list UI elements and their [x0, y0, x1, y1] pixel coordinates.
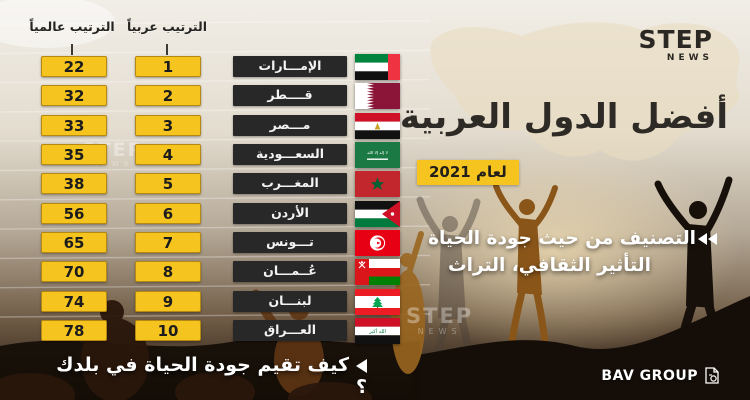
step-logo-text: STEP [638, 25, 713, 54]
table-row: 78 10 العـــراق الله أكبر [0, 317, 412, 349]
flag-uae-icon [355, 54, 400, 80]
flag-morocco-icon [355, 171, 400, 198]
country-name: تـــونس [233, 231, 347, 253]
global-rank-value: 70 [41, 261, 107, 283]
flag-saudi-icon: لا إله إلا الله [355, 141, 400, 168]
arab-rank-value: 10 [135, 319, 201, 341]
arab-rank-value: 2 [135, 85, 201, 107]
header-tick-global [71, 44, 73, 55]
column-header-arab-rank: الترتيب عربياً [126, 19, 208, 34]
column-header-global-rank: الترتيب عالمياً [29, 19, 115, 34]
country-name: الإمـــارات [233, 56, 347, 77]
global-rank-value: 78 [41, 319, 107, 341]
arab-rank-value: 9 [135, 290, 201, 312]
table-row: 33 3 مـــصر [0, 112, 412, 144]
flag-tunisia-icon [355, 229, 400, 256]
global-rank-value: 56 [41, 202, 107, 224]
arab-rank-value: 8 [135, 261, 201, 283]
arab-world-map-silhouette [430, 22, 740, 161]
flag-egypt-icon [355, 112, 400, 139]
step-news-logo: STEP NEWS [639, 27, 713, 63]
bav-group-logo: BAV GROUP [601, 367, 719, 384]
page-title: أفضل الدول العربية [399, 97, 729, 137]
table-row: 32 2 قــــطر [0, 83, 412, 114]
news-logo-text: NEWS [666, 53, 713, 63]
table-row: 56 6 الأردن [0, 200, 412, 232]
triangle-left-icon [356, 359, 367, 373]
arab-rank-value: 4 [135, 143, 201, 165]
arab-rank-value: 6 [135, 202, 201, 224]
subtitle-line-1: التصنيف من حيث جودة الحياة [382, 225, 717, 252]
table-row: 35 4 السعـــودية لا إله إلا الله [0, 141, 412, 173]
arab-rank-value: 1 [135, 56, 201, 77]
row-separator-lines [0, 20, 431, 318]
country-name: لبنـــان [233, 290, 347, 312]
mountain-silhouette [412, 296, 750, 400]
global-rank-value: 65 [41, 231, 107, 253]
global-rank-value: 32 [41, 85, 107, 107]
country-name: السعـــودية [233, 143, 347, 165]
table-row: 65 7 تـــونس [0, 229, 412, 261]
flag-jordan-icon [355, 200, 400, 227]
rewind-icon [698, 233, 717, 245]
arab-rank-value: 3 [135, 114, 201, 136]
year-badge: لعام 2021 [417, 160, 519, 185]
country-name: المغـــرب [233, 173, 347, 195]
document-icon [705, 367, 719, 384]
flag-oman-icon [355, 259, 400, 286]
arab-rank-value: 5 [135, 173, 201, 195]
global-rank-value: 33 [41, 114, 107, 136]
crowd-silhouettes [0, 231, 425, 400]
flag-lebanon-icon [355, 288, 400, 315]
subtitle-block: التصنيف من حيث جودة الحياة التأثير الثقا… [382, 225, 717, 279]
table-row: 70 8 عُــمـــان [0, 259, 412, 290]
global-rank-value: 35 [41, 143, 107, 165]
country-name: مـــصر [233, 114, 347, 136]
subtitle-line-2: التأثير الثقافي، التراث [448, 255, 651, 276]
flag-iraq-icon: الله أكبر [355, 317, 400, 344]
global-rank-value: 22 [41, 56, 107, 77]
header-tick-arab [166, 44, 168, 55]
table-row: 74 9 لبنـــان [0, 288, 412, 320]
country-name: عُــمـــان [233, 261, 347, 283]
ranking-table: 22 1 الإمـــارات 32 2 قــــطر 33 3 مـــص… [0, 54, 412, 349]
country-name: العـــراق [233, 319, 347, 341]
global-rank-value: 74 [41, 290, 107, 312]
global-rank-value: 38 [41, 173, 107, 195]
country-name: قــــطر [233, 85, 347, 107]
sun-glow [370, 143, 740, 353]
arab-rank-value: 7 [135, 231, 201, 253]
flag-qatar-icon [355, 83, 400, 110]
footer-question: كيف تقيم جودة الحياة في بلدك ؟ [56, 354, 367, 398]
svg-text:الله أكبر: الله أكبر [368, 328, 386, 335]
table-row: 38 5 المغـــرب [0, 171, 412, 202]
country-name: الأردن [233, 202, 347, 224]
bav-group-text: BAV GROUP [601, 367, 698, 384]
table-row: 22 1 الإمـــارات [0, 54, 412, 85]
svg-text:لا إله إلا الله: لا إله إلا الله [367, 150, 388, 156]
